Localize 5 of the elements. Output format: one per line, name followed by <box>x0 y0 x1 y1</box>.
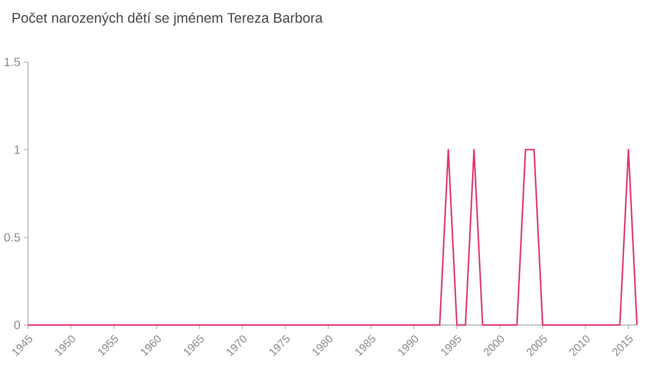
chart-title: Počet narozených dětí se jménem Tereza Barbora <box>12 12 323 26</box>
y-tick-label: 1.5 <box>4 58 20 66</box>
y-tick-label: 1 <box>14 146 20 154</box>
y-tick-label: 0 <box>14 320 20 330</box>
y-tick-label: 0.5 <box>4 233 20 242</box>
